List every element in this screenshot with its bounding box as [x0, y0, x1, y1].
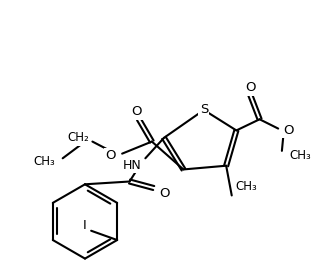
Text: O: O [159, 187, 170, 200]
Text: CH₃: CH₃ [289, 149, 311, 162]
Text: HN: HN [123, 159, 142, 172]
Text: O: O [132, 105, 142, 118]
Text: CH₃: CH₃ [236, 180, 257, 193]
Text: CH₂: CH₂ [67, 131, 89, 144]
Text: O: O [245, 81, 256, 94]
Text: I: I [83, 219, 86, 232]
Text: S: S [200, 103, 208, 116]
Text: O: O [105, 149, 116, 162]
Text: O: O [283, 124, 293, 137]
Text: CH₃: CH₃ [33, 154, 55, 168]
